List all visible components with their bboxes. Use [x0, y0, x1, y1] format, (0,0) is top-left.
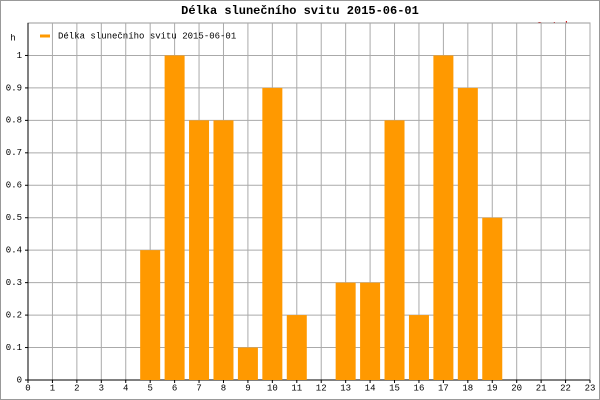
- x-tick-label: 22: [560, 383, 571, 393]
- x-tick-label: 12: [316, 383, 327, 393]
- bar: [482, 217, 503, 380]
- x-tick-label: 8: [221, 383, 226, 393]
- x-tick-label: 6: [172, 383, 177, 393]
- y-tick-label: 0: [17, 375, 22, 385]
- x-tick-label: 7: [196, 383, 201, 393]
- y-tick-label: 0.5: [6, 213, 22, 223]
- y-tick-label: 0.9: [6, 83, 22, 93]
- bar: [164, 55, 185, 381]
- legend-label: Délka slunečního svitu 2015-06-01: [58, 31, 236, 41]
- plot-area: [27, 22, 591, 381]
- x-tick-label: 4: [123, 383, 128, 393]
- bar: [433, 55, 454, 381]
- y-tick-label: 0.3: [6, 278, 22, 288]
- x-tick-label: 3: [99, 383, 104, 393]
- x-tick-label: 17: [438, 383, 449, 393]
- x-tick-label: 9: [245, 383, 250, 393]
- bar: [262, 87, 283, 380]
- x-tick-label: 19: [487, 383, 498, 393]
- x-tick-label: 20: [511, 383, 522, 393]
- bar: [140, 250, 161, 380]
- bar: [457, 87, 478, 380]
- x-tick-label: 14: [365, 383, 376, 393]
- x-tick-label: 5: [147, 383, 152, 393]
- y-axis-label: h: [10, 33, 15, 43]
- bar: [237, 347, 258, 380]
- bar: [286, 315, 307, 380]
- chart-title: Délka slunečního svitu 2015-06-01: [181, 4, 419, 18]
- x-tick-label: 23: [585, 383, 596, 393]
- x-tick-label: 2: [74, 383, 79, 393]
- x-tick-label: 15: [389, 383, 400, 393]
- bar: [335, 282, 356, 380]
- x-tick-label: 0: [25, 383, 30, 393]
- bar: [384, 120, 405, 380]
- y-tick-label: 0.2: [6, 310, 22, 320]
- bar: [360, 282, 381, 380]
- bar: [408, 315, 429, 380]
- y-tick-label: 0.8: [6, 116, 22, 126]
- bar: [189, 120, 210, 380]
- x-tick-label: 1: [50, 383, 55, 393]
- y-tick-label: 0.7: [6, 148, 22, 158]
- y-tick-label: 1: [17, 51, 22, 61]
- x-tick-label: 16: [414, 383, 425, 393]
- x-tick-label: 18: [462, 383, 473, 393]
- x-tick-label: 10: [267, 383, 278, 393]
- y-tick-label: 0.1: [6, 343, 22, 353]
- bar: [213, 120, 234, 380]
- x-tick-label: 13: [340, 383, 351, 393]
- y-tick-label: 0.6: [6, 181, 22, 191]
- x-tick-label: 11: [291, 383, 302, 393]
- y-tick-label: 0.4: [6, 246, 22, 256]
- x-tick-label: 21: [536, 383, 547, 393]
